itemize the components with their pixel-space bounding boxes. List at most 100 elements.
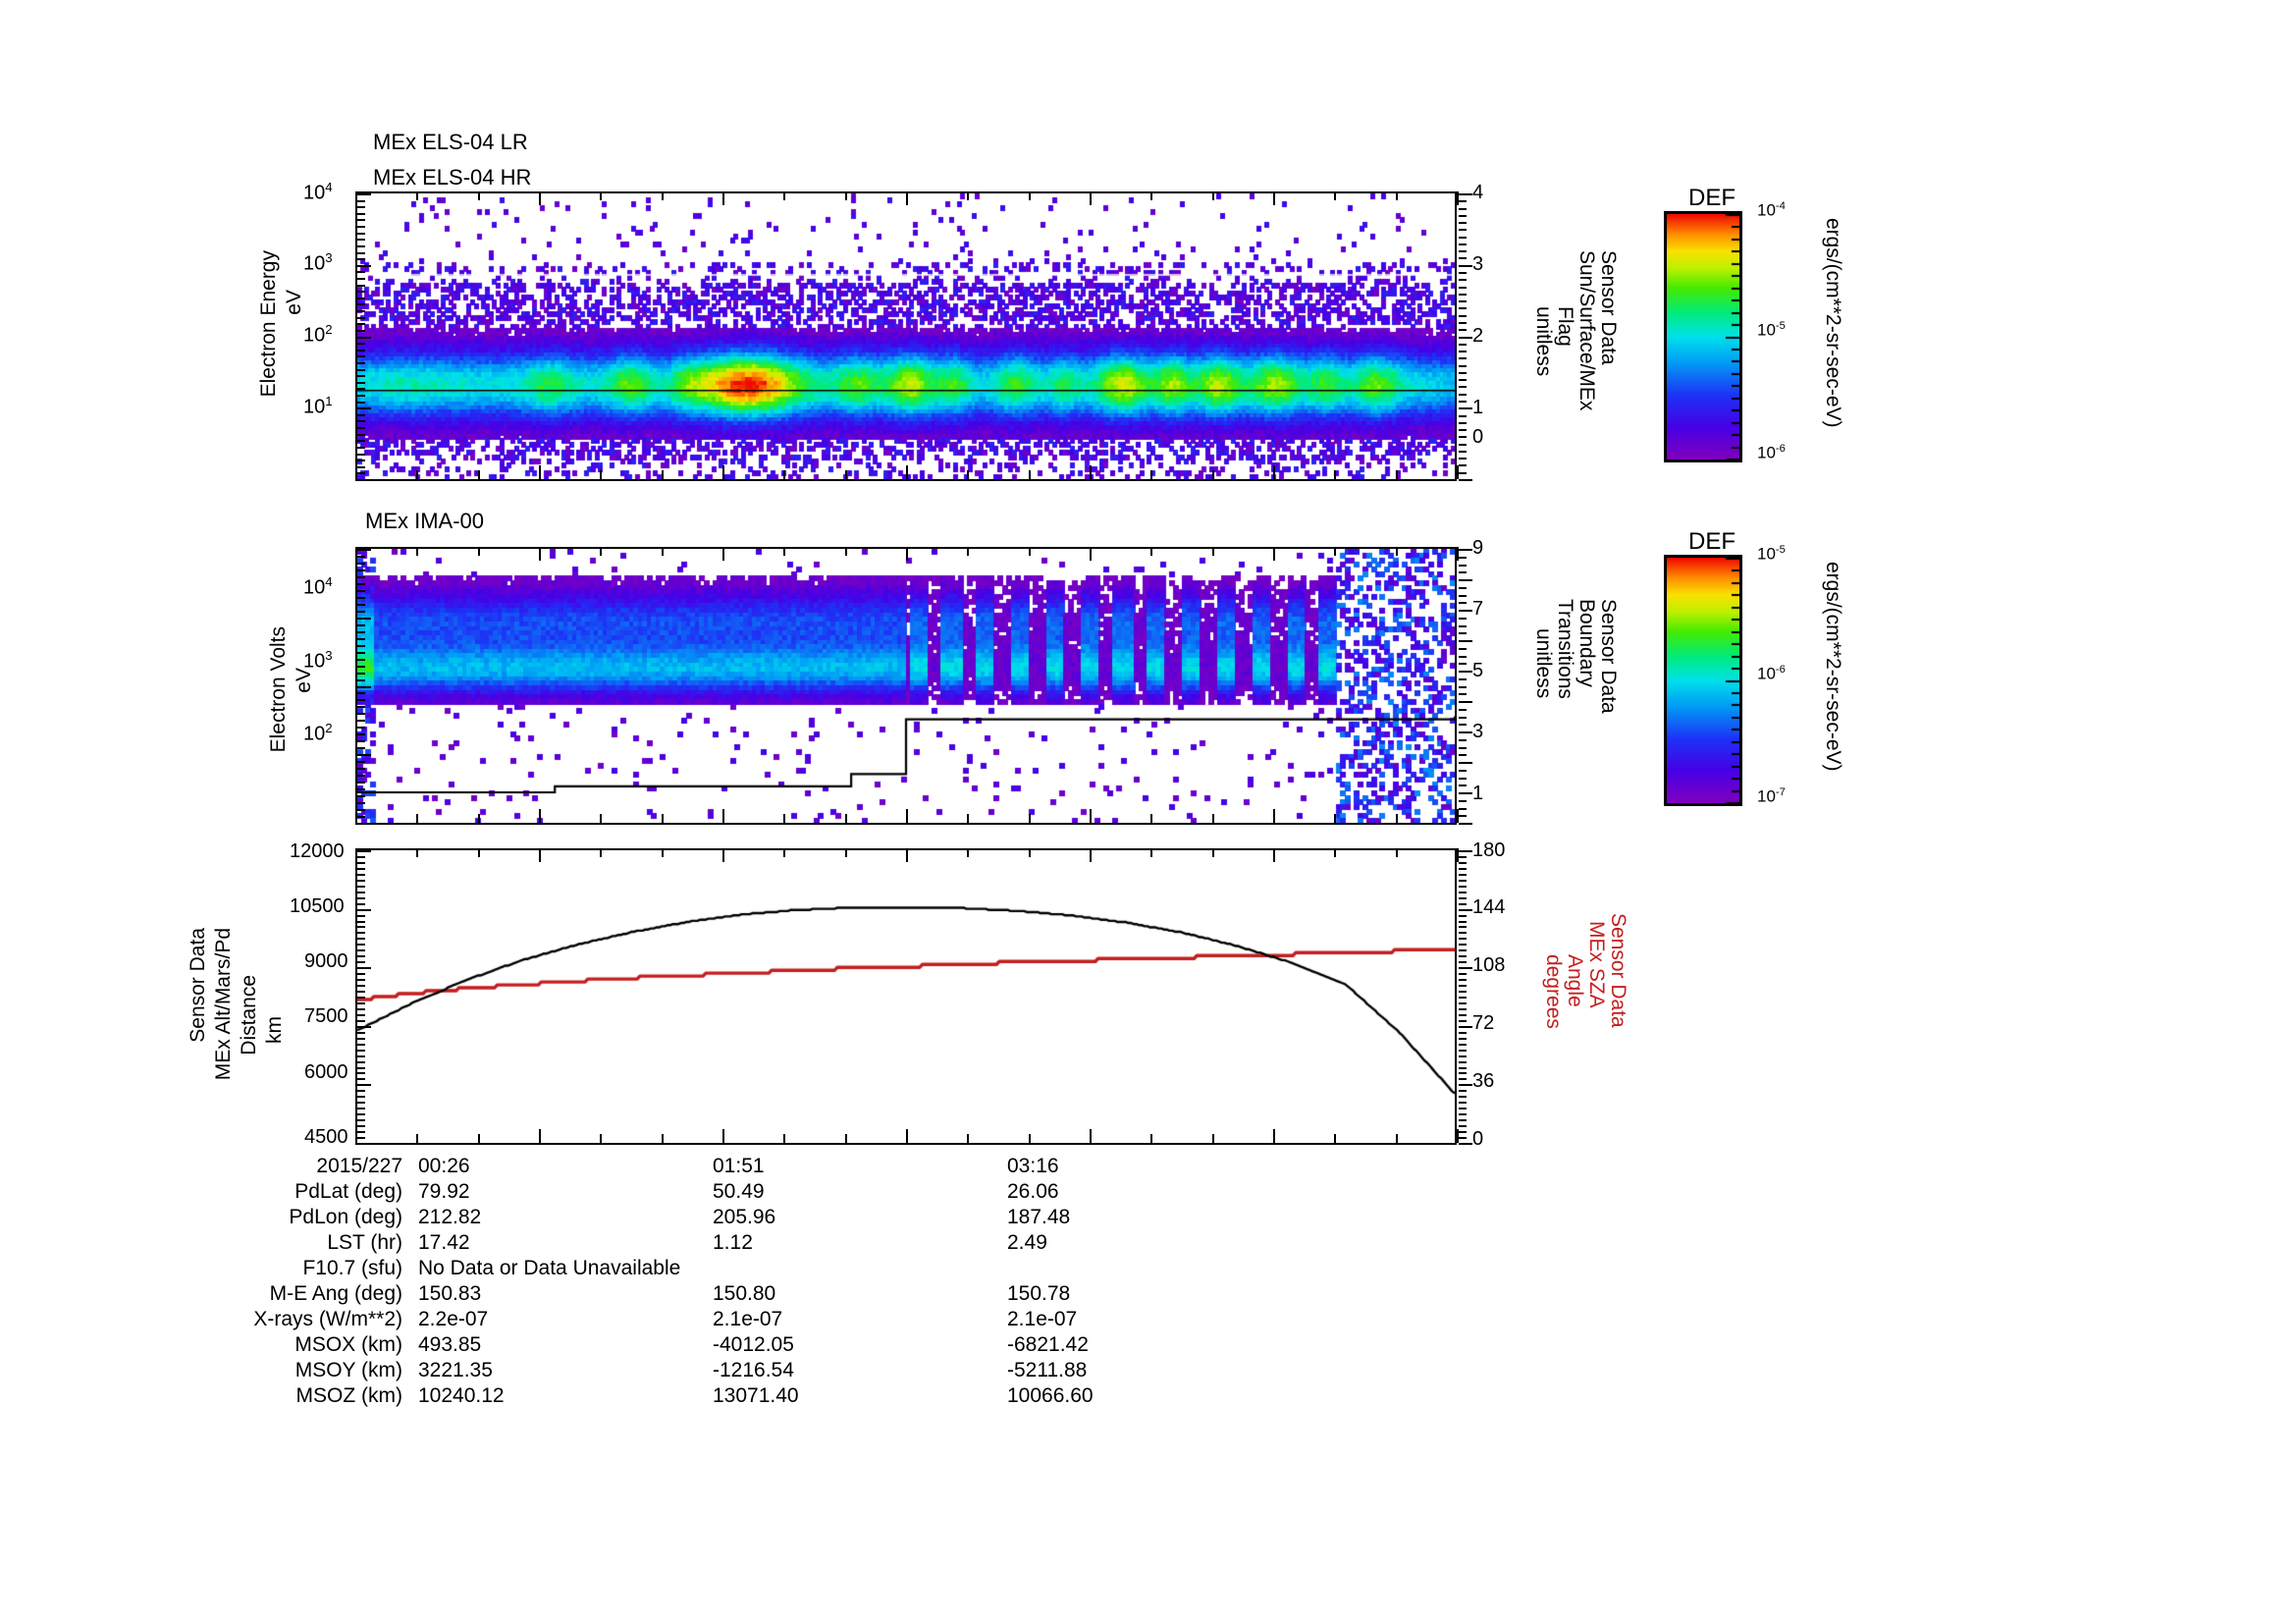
axis-tick — [1029, 191, 1031, 200]
axis-tick — [357, 472, 365, 474]
axis-tick — [357, 795, 365, 797]
panel-ima-right-ticks — [1459, 549, 1472, 825]
axis-tick — [416, 191, 418, 200]
panel-alt-xticks — [355, 848, 1459, 862]
axis-tick — [1459, 565, 1467, 567]
table-cell: -1216.54 — [713, 1359, 794, 1381]
panel-els-right-tick-1: 1 — [1472, 397, 1484, 418]
axis-tick — [357, 897, 365, 899]
axis-tick — [357, 414, 365, 416]
axis-tick — [1459, 701, 1472, 703]
panel-ima-title: MEx IMA-00 — [365, 509, 485, 533]
axis-tick — [1459, 1038, 1467, 1040]
axis-tick — [357, 1050, 365, 1052]
axis-tick — [1459, 926, 1467, 928]
axis-tick — [783, 814, 785, 823]
axis-tick — [600, 848, 602, 857]
axis-tick — [1457, 465, 1459, 479]
panel-alt-right-tick-72: 72 — [1472, 1012, 1495, 1034]
axis-tick — [1459, 731, 1472, 733]
axis-tick — [1459, 372, 1467, 374]
axis-tick — [478, 547, 480, 556]
table-cell: 03:16 — [1007, 1155, 1059, 1177]
axis-tick — [1273, 547, 1275, 561]
axis-tick — [357, 369, 365, 371]
table-row: MSOZ (km) 10240.12 13071.40 10066.60 — [147, 1384, 1302, 1410]
axis-tick — [1459, 458, 1467, 460]
panel-alt-plot-frame — [355, 848, 1457, 1145]
axis-tick — [1396, 547, 1398, 556]
axis-tick — [357, 549, 371, 551]
table-row-label: PdLon (deg) — [289, 1206, 402, 1228]
axis-tick — [357, 479, 371, 481]
axis-tick — [357, 997, 365, 999]
axis-tick — [967, 191, 969, 200]
axis-tick — [1459, 436, 1467, 438]
axis-tick — [1459, 967, 1472, 969]
axis-tick — [845, 1134, 847, 1143]
axis-tick — [1459, 932, 1467, 934]
axis-tick — [539, 809, 541, 823]
colorbar-ima-title: DEF — [1688, 528, 1735, 555]
panel-ima-right-tick-3: 3 — [1472, 721, 1484, 742]
axis-tick — [357, 427, 365, 429]
axis-tick — [357, 291, 365, 293]
panel-alt-left-axis-label-line1: Sensor Data — [187, 928, 209, 1043]
axis-tick — [1457, 191, 1459, 205]
panel-ima-left-ticks — [357, 549, 371, 825]
axis-tick — [1459, 464, 1467, 466]
axis-tick — [357, 1078, 365, 1080]
axis-tick — [1459, 856, 1467, 858]
panel-ima-right-axis-label-line1: Sensor Data — [1597, 599, 1620, 714]
panel-ima-left-axis-label-line1: Electron Volts — [267, 626, 290, 753]
axis-tick — [1459, 693, 1467, 695]
axis-tick — [906, 547, 908, 561]
axis-tick — [357, 955, 365, 957]
axis-tick — [1459, 671, 1472, 673]
axis-tick — [1029, 1134, 1031, 1143]
table-row-label: LST (hr) — [327, 1231, 402, 1254]
axis-tick — [1459, 1044, 1467, 1046]
panel-alt-ytick-4500: 4500 — [304, 1126, 348, 1148]
panel-els-right-tick-2: 2 — [1472, 325, 1484, 347]
table-cell: 26.06 — [1007, 1180, 1059, 1203]
axis-tick — [1459, 294, 1467, 296]
panel-els-right-axis-label-line2: Sun/Surface/MEx — [1575, 250, 1598, 411]
table-cell: 13071.40 — [713, 1384, 799, 1407]
axis-tick — [357, 1008, 365, 1010]
panel-alt-right-axis-label-line1: Sensor Data — [1607, 913, 1629, 1028]
axis-tick — [662, 547, 664, 556]
axis-tick — [357, 1032, 365, 1034]
axis-tick — [357, 1108, 365, 1109]
panel-els-xticks-bot — [355, 465, 1459, 480]
table-cell: 493.85 — [418, 1333, 482, 1356]
axis-tick — [1459, 279, 1467, 281]
axis-tick — [357, 949, 365, 951]
axis-tick — [1459, 422, 1467, 424]
axis-tick — [1459, 961, 1467, 963]
axis-tick — [1459, 874, 1467, 876]
axis-tick — [1459, 300, 1467, 302]
table-cell: 187.48 — [1007, 1206, 1071, 1228]
axis-tick — [722, 547, 724, 561]
axis-tick — [1150, 470, 1152, 479]
axis-tick — [1459, 357, 1467, 359]
axis-tick — [1459, 955, 1467, 957]
axis-tick — [1273, 191, 1275, 205]
axis-tick — [1459, 329, 1467, 331]
table-row-label: 2015/227 — [316, 1155, 402, 1177]
panel-ima-right-axis-label-line4: unitless — [1532, 628, 1555, 699]
panel-ima-ytick-2: 102 — [303, 721, 333, 745]
colorbar-ima-top-label: 10-5 — [1757, 544, 1786, 564]
axis-tick — [357, 563, 365, 565]
axis-tick — [1212, 1134, 1214, 1143]
panel-ima-right-axis-label-line2: Boundary — [1575, 599, 1598, 687]
axis-tick — [1459, 921, 1467, 923]
table-row-label: MSOZ (km) — [295, 1384, 402, 1407]
axis-tick — [967, 814, 969, 823]
axis-tick — [357, 645, 365, 647]
axis-tick — [357, 375, 365, 377]
panel-ima-right-axis-label-line3: Transitions — [1554, 599, 1576, 699]
axis-tick — [1459, 322, 1467, 324]
axis-tick — [357, 271, 365, 273]
